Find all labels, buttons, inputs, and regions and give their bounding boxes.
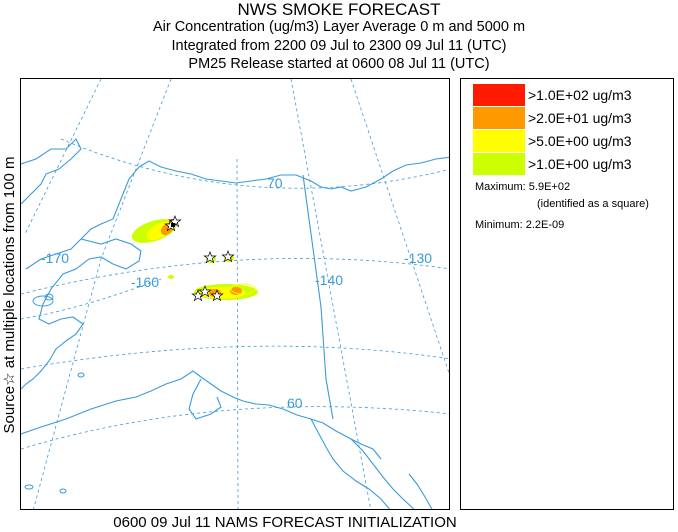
maximum-square <box>171 223 175 227</box>
coastline-segment <box>21 370 415 509</box>
legend-swatch <box>473 84 525 106</box>
alaska-map: -170 -160 -140 -130 70 60 <box>21 79 449 509</box>
legend-swatch <box>473 130 525 152</box>
island <box>77 372 85 378</box>
parallel-line <box>21 258 449 295</box>
meridian-line <box>33 79 172 509</box>
coastline-segment <box>310 418 391 509</box>
parallel-line <box>21 278 162 320</box>
lon-label-140: -140 <box>315 272 343 288</box>
grid-labels: -170 -160 -140 -130 70 60 <box>41 175 432 411</box>
coastline-segment <box>408 473 433 509</box>
lon-label-160: -160 <box>131 274 159 290</box>
coastline-segment <box>25 156 449 270</box>
meridian-line <box>24 79 102 235</box>
parallel-line <box>21 406 449 450</box>
island <box>59 488 67 494</box>
source-star-icon <box>198 285 212 298</box>
source-star-icon <box>203 251 217 264</box>
plume-level1 <box>168 275 174 279</box>
legend-item: >1.0E+00 ug/m3 <box>473 153 663 175</box>
minimum-value: Minimum: 2.2E-09 <box>475 219 565 231</box>
legend-item: >5.0E+00 ug/m3 <box>473 130 663 152</box>
parallel-line <box>60 138 449 189</box>
map-panel: -170 -160 -140 -130 70 60 <box>20 78 450 510</box>
legend-item: >2.0E+01 ug/m3 <box>473 107 663 129</box>
source-star-icon <box>221 250 235 263</box>
source-side-label: Source☆ at multiple locations from 100 m <box>0 80 18 510</box>
forecast-footer: 0600 09 Jul 11 NAMS FORECAST INITIALIZAT… <box>113 514 457 531</box>
lon-label-130: -130 <box>404 250 432 266</box>
source-side-label-text: Source☆ at multiple locations from 100 m <box>1 156 18 434</box>
legend-label: >1.0E+02 ug/m3 <box>528 87 632 103</box>
island <box>44 293 54 301</box>
concentration-subtitle: Air Concentration (ug/m3) Layer Average … <box>152 19 526 35</box>
meridian-line <box>350 79 449 375</box>
plume-contour <box>230 283 256 295</box>
integration-period: Integrated from 2200 09 Jul to 2300 09 J… <box>171 38 507 54</box>
release-start: PM25 Release started at 0600 08 Jul 11 (… <box>188 56 490 72</box>
lat-label-70: 70 <box>267 175 283 191</box>
coastline <box>21 138 449 509</box>
source-markers <box>164 215 235 302</box>
graticule <box>21 79 449 509</box>
source-star-icon <box>210 289 224 302</box>
maximum-value: Maximum: 5.9E+02 <box>475 181 571 193</box>
islands <box>24 293 85 494</box>
legend-swatch <box>473 107 525 129</box>
coastline-segment <box>188 378 222 420</box>
coastline-segment <box>350 438 382 460</box>
legend-panel: >1.0E+02 ug/m3 >2.0E+01 ug/m3 >5.0E+00 u… <box>460 78 674 510</box>
border-line <box>302 174 334 420</box>
meridian-line <box>290 79 372 509</box>
coastline-segment <box>21 238 142 390</box>
legend-item: >1.0E+02 ug/m3 <box>473 84 663 106</box>
legend-label: >2.0E+01 ug/m3 <box>528 110 632 126</box>
legend-label: >5.0E+00 ug/m3 <box>528 133 632 149</box>
lon-label-170: -170 <box>41 250 69 266</box>
island <box>32 295 54 307</box>
forecast-title: NWS SMOKE FORECAST <box>237 0 441 19</box>
maximum-note: (identified as a square) <box>537 198 649 210</box>
island <box>24 484 34 490</box>
coastline-segment <box>21 138 82 205</box>
lat-label-60: 60 <box>287 395 303 411</box>
plume-level3 <box>230 287 242 295</box>
parallel-line <box>21 345 449 370</box>
meridian-line <box>236 158 239 509</box>
legend-label: >1.0E+00 ug/m3 <box>528 156 632 172</box>
legend-swatch <box>473 153 525 175</box>
